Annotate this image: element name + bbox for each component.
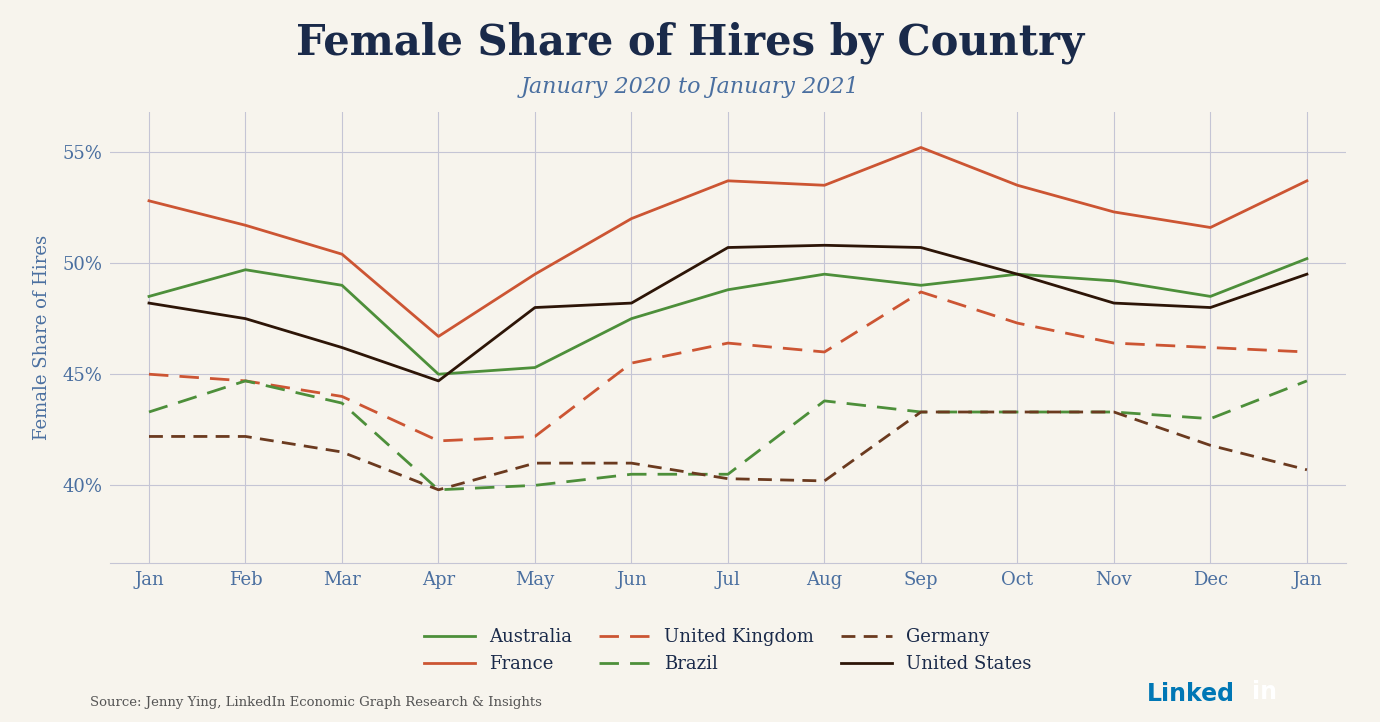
Text: Source: Jenny Ying, LinkedIn Economic Graph Research & Insights: Source: Jenny Ying, LinkedIn Economic Gr… (90, 696, 541, 709)
Text: Linked: Linked (1147, 682, 1235, 706)
Text: Female Share of Hires by Country: Female Share of Hires by Country (295, 22, 1085, 64)
Text: January 2020 to January 2021: January 2020 to January 2021 (520, 76, 860, 97)
Text: in: in (1252, 680, 1276, 705)
Legend: Australia, France, United Kingdom, Brazil, Germany, United States: Australia, France, United Kingdom, Brazi… (417, 621, 1039, 680)
Y-axis label: Female Share of Hires: Female Share of Hires (33, 235, 51, 440)
